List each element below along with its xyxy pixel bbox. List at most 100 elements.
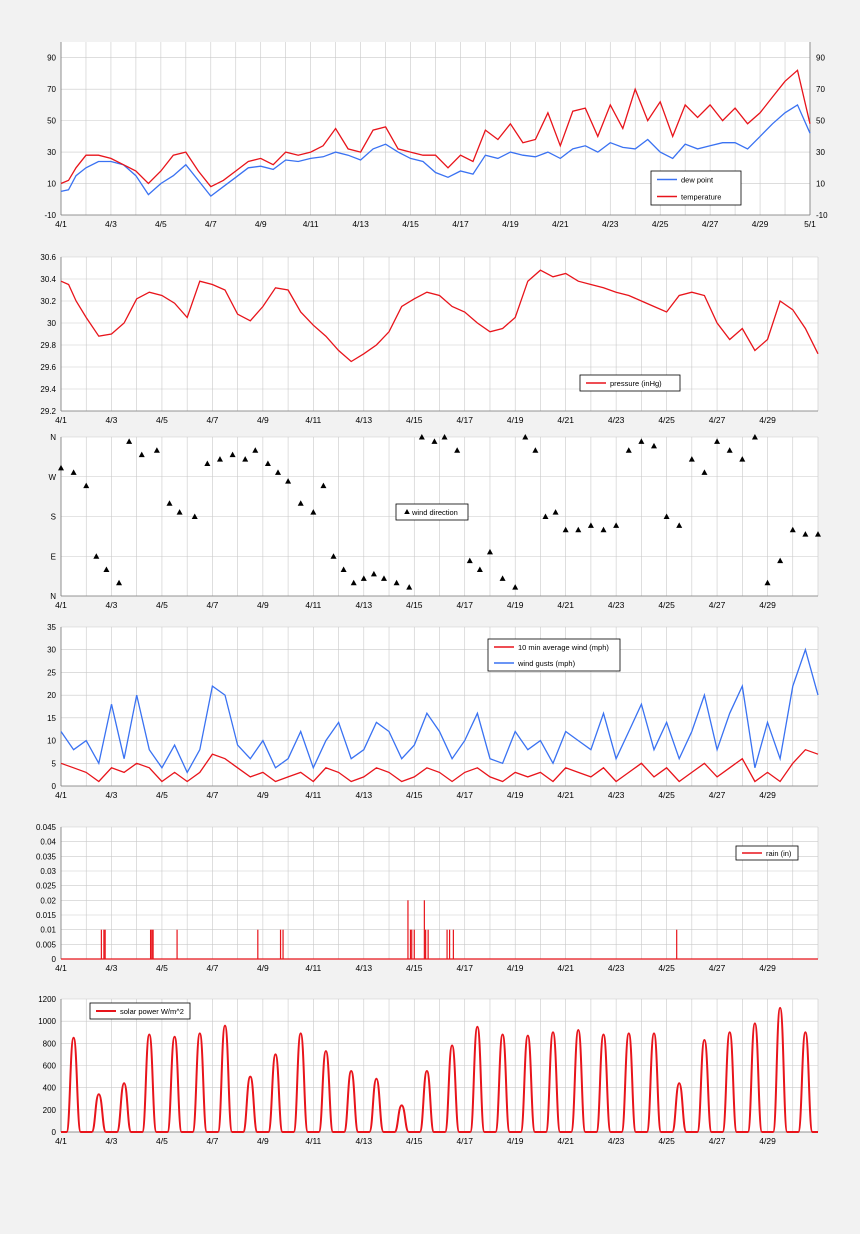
x-tick-label: 4/29 xyxy=(752,219,769,229)
wind-direction-point xyxy=(476,566,483,572)
x-tick-label: 4/19 xyxy=(507,600,524,610)
x-tick-label: 4/25 xyxy=(658,963,675,973)
y-tick-label: 30 xyxy=(47,319,56,328)
wind-direction-point xyxy=(676,522,683,528)
legend-box xyxy=(735,845,799,861)
y-tick-label-right: -10 xyxy=(816,211,828,220)
x-tick-label: 4/13 xyxy=(356,963,373,973)
legend: wind direction xyxy=(395,503,469,521)
y-tick-label: N xyxy=(50,592,56,601)
x-tick-label: 4/29 xyxy=(759,790,776,800)
legend-marker xyxy=(404,509,410,514)
x-tick-label: 4/29 xyxy=(759,415,776,425)
legend: solar power W/m^2 xyxy=(89,1002,191,1020)
x-tick-label: 4/27 xyxy=(709,600,726,610)
x-tick-label: 4/27 xyxy=(709,790,726,800)
x-tick-label: 4/23 xyxy=(608,790,625,800)
y-tick-label: 1200 xyxy=(38,995,56,1004)
wind-direction-point xyxy=(275,469,282,475)
legend-label: rain (in) xyxy=(766,849,792,858)
x-tick-label: 4/19 xyxy=(502,219,519,229)
series-dew-point-line xyxy=(60,103,811,197)
x-tick-label: 4/17 xyxy=(456,600,473,610)
y-tick-label: 0.015 xyxy=(36,911,57,920)
x-tick-label: 4/19 xyxy=(507,790,524,800)
wind-direction-point xyxy=(454,447,461,453)
x-tick-label: 4/23 xyxy=(602,219,619,229)
wind-direction-point xyxy=(216,456,223,462)
x-tick-label: 4/3 xyxy=(106,600,118,610)
y-tick-label: 200 xyxy=(43,1106,57,1115)
wind-direction-point xyxy=(340,566,347,572)
x-tick-label: 4/1 xyxy=(55,600,67,610)
wind-direction-point xyxy=(297,500,304,506)
y-tick-label: 400 xyxy=(43,1084,57,1093)
x-tick-label: 4/5 xyxy=(156,600,168,610)
y-tick-label-right: 70 xyxy=(816,85,825,94)
wind-direction-point xyxy=(613,522,620,528)
series-temperature-line xyxy=(60,69,811,188)
x-tick-label: 4/21 xyxy=(552,219,569,229)
wind-direction-point xyxy=(466,557,473,564)
wind-direction-point xyxy=(441,434,448,440)
wind-direction-point xyxy=(600,526,607,533)
x-tick-label: 4/5 xyxy=(156,415,168,425)
x-tick-label: 4/17 xyxy=(456,963,473,973)
wind-direction-point xyxy=(103,566,110,572)
y-tick-label: 0.035 xyxy=(36,852,57,861)
y-tick-label: 25 xyxy=(47,668,56,677)
wind-direction-point xyxy=(650,442,657,449)
x-tick-label: 4/19 xyxy=(507,415,524,425)
wind-direction-point xyxy=(739,456,746,462)
legend-box xyxy=(395,503,469,521)
y-tick-label: W xyxy=(48,473,56,482)
wind-direction-point xyxy=(330,553,337,559)
x-tick-label: 4/1 xyxy=(55,1136,67,1146)
x-tick-label: 4/3 xyxy=(105,219,117,229)
x-tick-label: 4/13 xyxy=(356,600,373,610)
y-tick-label: 800 xyxy=(43,1039,57,1048)
x-tick-label: 5/1 xyxy=(804,219,816,229)
y-tick-label: 29.2 xyxy=(40,407,56,416)
x-tick-label: 4/13 xyxy=(352,219,369,229)
legend-label: solar power W/m^2 xyxy=(120,1007,184,1016)
wind-direction-point xyxy=(522,434,529,440)
chart-rain: 0 0.005 0.01 0.015 0.02 0.025 0.03 0.035 0.04 0.0… xyxy=(36,823,819,973)
x-tick-label: 4/11 xyxy=(305,963,321,973)
legend-label: wind direction xyxy=(411,508,458,517)
wind-direction-point xyxy=(138,451,145,458)
y-tick-label: 0.02 xyxy=(40,896,56,905)
x-tick-label: 4/5 xyxy=(155,219,167,229)
x-tick-label: 4/7 xyxy=(206,600,218,610)
x-tick-label: 4/3 xyxy=(106,415,118,425)
wind-direction-point xyxy=(802,531,809,537)
x-tick-label: 4/25 xyxy=(652,219,669,229)
legend-label: wind gusts (mph) xyxy=(517,659,576,668)
wind-direction-point xyxy=(360,575,367,581)
x-tick-label: 4/21 xyxy=(557,415,574,425)
y-tick-label: 30.2 xyxy=(40,297,56,306)
y-tick-label: 29.4 xyxy=(40,385,56,394)
wind-direction-point xyxy=(58,464,64,471)
x-tick-label: 4/27 xyxy=(709,415,726,425)
wind-direction-point xyxy=(532,447,539,453)
y-tick-label: 0 xyxy=(52,1128,57,1137)
wind-direction-point xyxy=(714,438,721,444)
y-tick-label: 30.4 xyxy=(40,275,56,284)
x-tick-label: 4/17 xyxy=(456,415,473,425)
x-tick-label: 4/9 xyxy=(257,963,269,973)
x-tick-label: 4/13 xyxy=(356,790,373,800)
wind-direction-point xyxy=(512,584,519,590)
y-tick-label: 29.6 xyxy=(40,363,56,372)
x-tick-label: 4/15 xyxy=(406,600,423,610)
x-tick-label: 4/13 xyxy=(356,415,373,425)
y-tick-label: 90 xyxy=(47,54,56,63)
wind-direction-point xyxy=(320,482,327,489)
x-tick-label: 4/7 xyxy=(206,790,218,800)
legend-box xyxy=(487,638,621,672)
y-tick-label: 0 xyxy=(52,782,57,791)
wind-direction-point xyxy=(638,438,645,444)
x-tick-label: 4/27 xyxy=(709,1136,726,1146)
legend: dew point temperature xyxy=(650,170,742,206)
